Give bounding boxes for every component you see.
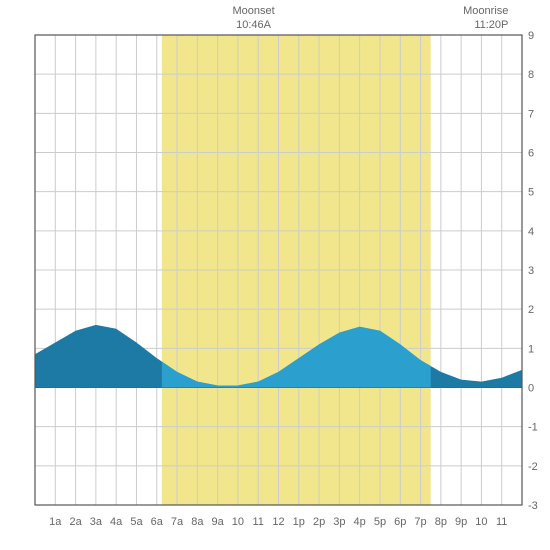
y-tick-label: 3 bbox=[528, 265, 534, 277]
x-tick-label: 12 bbox=[272, 516, 284, 528]
y-tick-label: -1 bbox=[528, 422, 538, 434]
x-tick-label: 4p bbox=[354, 516, 366, 528]
y-tick-label: 6 bbox=[528, 148, 534, 160]
moonset-time: 10:46A bbox=[236, 19, 272, 31]
x-tick-label: 6p bbox=[394, 516, 406, 528]
x-tick-label: 5a bbox=[130, 516, 143, 528]
x-tick-label: 9a bbox=[212, 516, 225, 528]
moonrise-title: Moonrise bbox=[463, 5, 508, 17]
x-tick-label: 1p bbox=[293, 516, 305, 528]
x-tick-label: 11 bbox=[252, 516, 263, 528]
x-tick-label: 2a bbox=[69, 516, 82, 528]
moonset-title: Moonset bbox=[232, 5, 274, 17]
x-tick-label: 3a bbox=[90, 516, 103, 528]
y-tick-label: 7 bbox=[528, 108, 534, 120]
x-tick-label: 10 bbox=[475, 516, 487, 528]
x-tick-label: 1a bbox=[49, 516, 62, 528]
x-tick-label: 8a bbox=[191, 516, 204, 528]
x-tick-label: 3p bbox=[333, 516, 345, 528]
y-tick-label: -3 bbox=[528, 500, 538, 512]
x-tick-label: 11 bbox=[496, 516, 507, 528]
y-tick-label: 8 bbox=[528, 69, 534, 81]
y-tick-label: 4 bbox=[528, 226, 534, 238]
x-tick-label: 6a bbox=[151, 516, 164, 528]
x-tick-label: 9p bbox=[455, 516, 467, 528]
y-tick-label: 1 bbox=[528, 343, 534, 355]
tide-chart: -3-2-101234567891a2a3a4a5a6a7a8a9a101112… bbox=[0, 0, 550, 550]
x-tick-label: 7a bbox=[171, 516, 184, 528]
x-tick-label: 4a bbox=[110, 516, 123, 528]
x-tick-label: 5p bbox=[374, 516, 386, 528]
y-tick-label: 9 bbox=[528, 30, 534, 42]
y-tick-label: 5 bbox=[528, 187, 534, 199]
x-tick-label: 8p bbox=[435, 516, 447, 528]
y-tick-label: 2 bbox=[528, 304, 534, 316]
y-tick-label: 0 bbox=[528, 383, 534, 395]
moonrise-time: 11:20P bbox=[474, 19, 508, 31]
x-tick-label: 10 bbox=[232, 516, 244, 528]
x-tick-label: 7p bbox=[414, 516, 426, 528]
y-tick-label: -2 bbox=[528, 461, 538, 473]
x-tick-label: 2p bbox=[313, 516, 325, 528]
